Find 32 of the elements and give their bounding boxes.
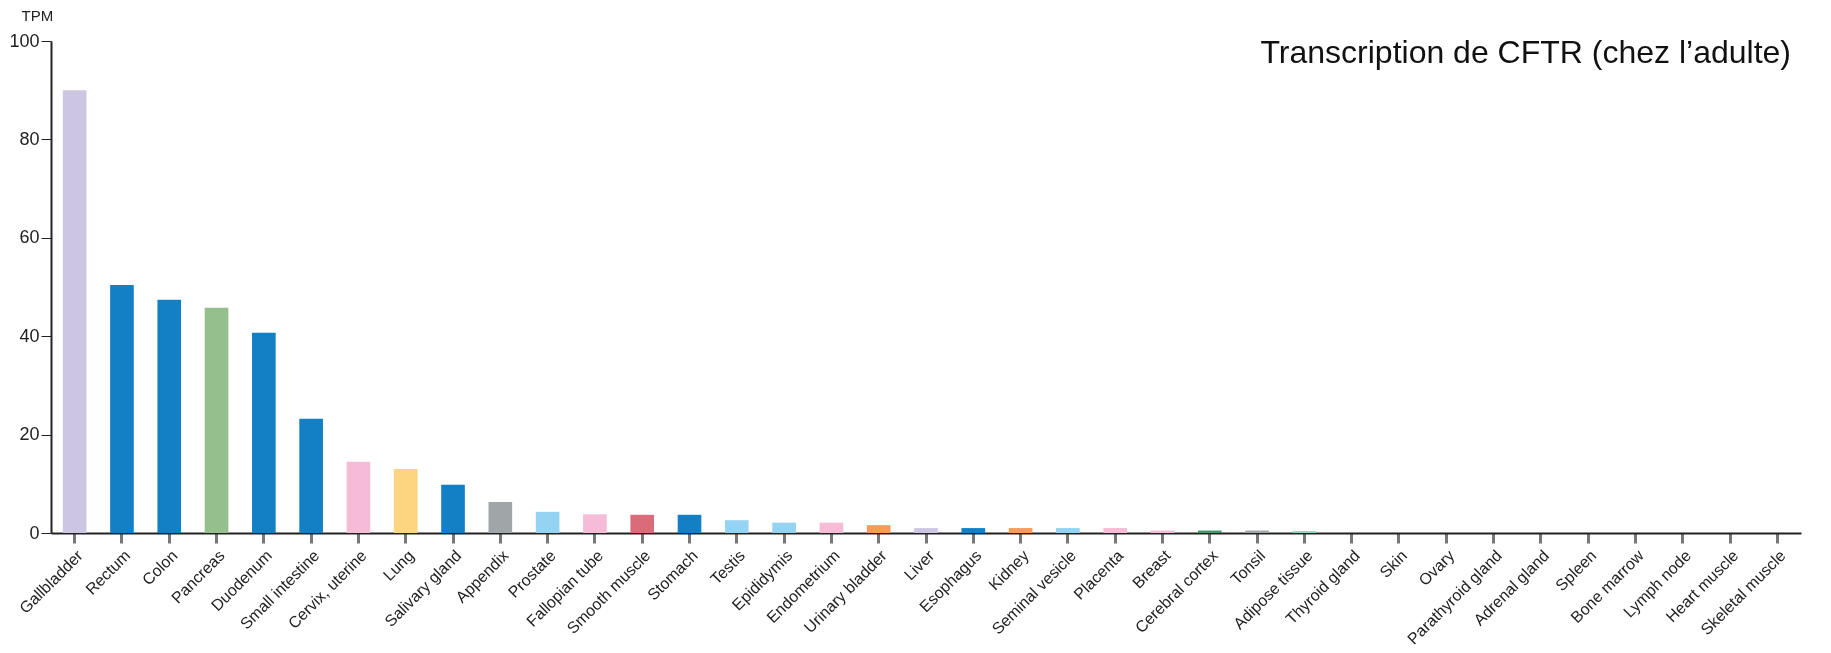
- bar: [772, 522, 796, 533]
- bar: [157, 299, 182, 533]
- bar: [62, 90, 87, 533]
- bar: [630, 514, 655, 533]
- bar: [441, 484, 465, 533]
- y-tick-label: 0: [29, 522, 40, 543]
- y-tick-label: 60: [19, 227, 40, 248]
- bar: [299, 418, 323, 533]
- chart-title: Transcription de CFTR (chez l’adulte): [1260, 34, 1791, 70]
- bar: [346, 461, 371, 533]
- bar: [393, 469, 418, 533]
- bar: [488, 502, 513, 533]
- bar: [204, 307, 229, 533]
- bar: [110, 285, 134, 533]
- y-tick-label: 40: [19, 325, 40, 346]
- bar: [1008, 528, 1033, 533]
- bar: [252, 332, 276, 533]
- y-tick-label: 20: [19, 424, 40, 445]
- y-tick-label: 80: [19, 128, 40, 149]
- bar: [535, 511, 560, 533]
- bar: [819, 522, 844, 533]
- bar: [1056, 528, 1080, 533]
- bar: [583, 514, 607, 533]
- y-axis-title: TPM: [21, 6, 54, 24]
- bar: [677, 514, 702, 533]
- bar: [724, 520, 749, 533]
- bar: [961, 528, 986, 533]
- bar: [866, 525, 891, 533]
- bar: [1103, 528, 1128, 533]
- y-tick-label: 100: [9, 30, 40, 51]
- bar: [914, 528, 938, 533]
- x-tick-label: Skin: [1376, 546, 1411, 581]
